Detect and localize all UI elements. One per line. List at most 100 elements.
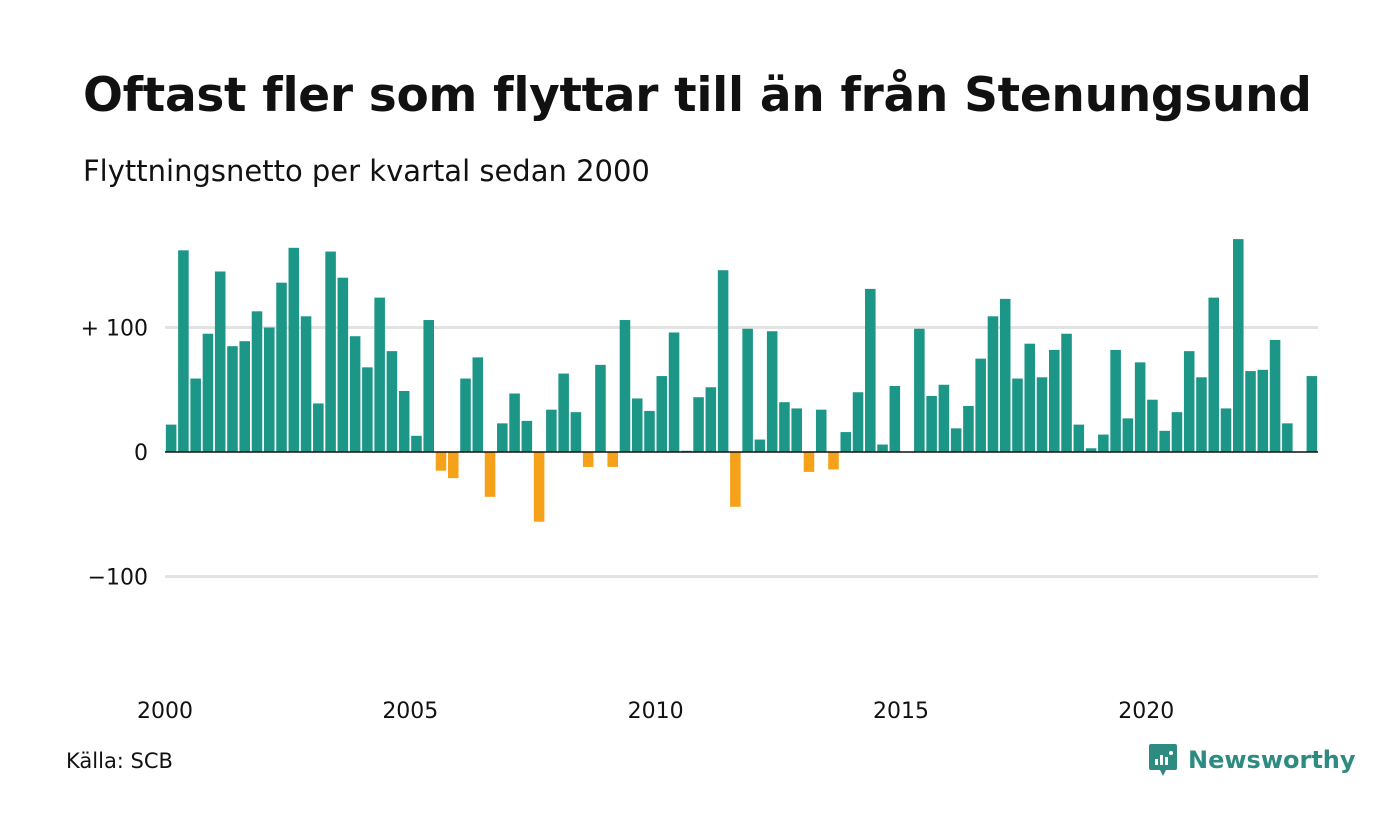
bar: [1282, 423, 1293, 453]
bar: [717, 270, 729, 452]
bar: [828, 452, 839, 470]
bar: [1159, 430, 1170, 452]
bar: [337, 277, 349, 452]
bar: [435, 452, 447, 471]
bar: [1073, 424, 1085, 452]
bar: [889, 386, 901, 452]
bar: [521, 420, 533, 453]
bar: [1147, 399, 1158, 452]
bar: [1233, 239, 1244, 452]
bar: [840, 432, 852, 452]
bar: [1085, 448, 1097, 452]
bar: [938, 384, 950, 452]
bar: [460, 378, 471, 452]
bar: [1245, 371, 1256, 452]
bar: [595, 364, 606, 452]
bar: [251, 311, 263, 452]
brand-name: Newsworthy: [1188, 746, 1356, 774]
bar: [705, 387, 717, 452]
x-tick-label: 2020: [1118, 699, 1174, 724]
bar: [288, 247, 300, 452]
bar: [582, 452, 594, 467]
bar: [926, 395, 937, 453]
bar: [558, 373, 569, 452]
bar: [754, 439, 766, 452]
bar: [1122, 418, 1134, 452]
bar: [1196, 377, 1207, 452]
bar: [546, 409, 557, 452]
x-axis-ticks: 2000 2005 2010 2015 2020: [137, 699, 1174, 724]
y-tick-label: + 100: [81, 317, 148, 342]
bar: [999, 298, 1011, 453]
y-tick-label: 0: [134, 441, 148, 466]
x-tick-label: 2015: [873, 699, 929, 724]
bar: [730, 452, 741, 507]
bar: [779, 402, 790, 452]
bar: [619, 320, 631, 452]
x-tick-label: 2010: [628, 699, 684, 724]
bar: [190, 378, 201, 452]
bar: [1012, 378, 1023, 452]
bar: [1257, 369, 1269, 452]
bar: [386, 351, 398, 452]
bar: [852, 392, 864, 452]
bar: [766, 331, 778, 453]
source-note: Källa: SCB: [66, 749, 173, 773]
bar: [276, 282, 287, 452]
x-tick-label: 2000: [137, 699, 193, 724]
bar: [815, 409, 827, 452]
bar: [631, 398, 643, 452]
bar: [362, 367, 373, 452]
bar: [1110, 349, 1121, 452]
bar: [914, 328, 925, 453]
bar: [644, 410, 655, 453]
bar: [1036, 377, 1048, 452]
bar: [803, 452, 815, 472]
bar: [1208, 297, 1220, 452]
bar: [374, 297, 385, 452]
bar: [987, 316, 999, 452]
brand: Newsworthy: [1148, 742, 1356, 778]
bar: [214, 271, 226, 453]
bar: [693, 397, 704, 452]
bar: [300, 316, 312, 452]
bar: [975, 358, 986, 453]
bar: [656, 376, 668, 453]
bar: [509, 393, 520, 453]
bar: [950, 428, 962, 453]
bar: [165, 424, 177, 452]
bar: [227, 346, 238, 453]
bar: [1049, 349, 1060, 452]
bar: [398, 391, 410, 453]
bar: [313, 403, 324, 452]
bar: [497, 423, 508, 453]
bar: [742, 328, 753, 453]
bar: [865, 288, 876, 452]
bar: [1134, 362, 1146, 452]
bar: [1171, 412, 1183, 452]
bar: [349, 336, 361, 452]
x-tick-label: 2005: [382, 699, 438, 724]
bar: [411, 435, 422, 452]
bar: [877, 444, 888, 452]
bar-chart: + 100 0 −100 2000 2005 2010 2015 2020: [81, 239, 1318, 724]
bar: [1269, 339, 1281, 452]
bar: [178, 250, 189, 452]
chart-title: Oftast fler som flyttar till än från Ste…: [83, 68, 1312, 123]
gridlines: [165, 326, 1318, 578]
bars: [165, 239, 1318, 522]
bar: [791, 408, 802, 453]
y-tick-label: −100: [88, 566, 148, 591]
bar: [963, 405, 974, 453]
bar: [325, 251, 336, 452]
bar: [263, 327, 275, 452]
bar: [1024, 343, 1036, 453]
bar: [484, 452, 496, 497]
bar: [607, 452, 618, 467]
newsworthy-logo-icon: [1149, 744, 1177, 776]
y-axis-ticks: + 100 0 −100: [81, 317, 148, 591]
bar: [202, 333, 214, 453]
bar: [423, 320, 434, 452]
bar: [1220, 408, 1232, 453]
bar: [570, 412, 582, 452]
